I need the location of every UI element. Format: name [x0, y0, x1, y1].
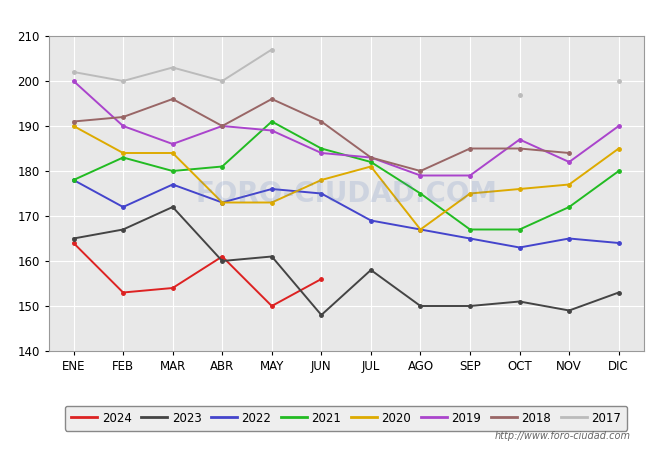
- 2022: [218, 200, 226, 205]
- Line: 2021: 2021: [72, 120, 621, 231]
- Line: 2022: 2022: [72, 178, 621, 249]
- 2023: [466, 303, 474, 309]
- 2023: [515, 299, 523, 304]
- 2024: [119, 290, 127, 295]
- 2019: [367, 155, 375, 160]
- 2019: [70, 78, 77, 84]
- 2023: [119, 227, 127, 232]
- 2020: [615, 146, 623, 151]
- 2019: [566, 159, 573, 165]
- 2023: [615, 290, 623, 295]
- 2022: [515, 245, 523, 250]
- 2018: [268, 96, 276, 102]
- 2019: [268, 128, 276, 133]
- 2020: [317, 177, 325, 183]
- 2022: [566, 236, 573, 241]
- 2018: [70, 119, 77, 124]
- 2022: [367, 218, 375, 223]
- Line: 2023: 2023: [72, 205, 621, 317]
- 2021: [70, 177, 77, 183]
- 2021: [218, 164, 226, 169]
- 2022: [615, 240, 623, 246]
- 2019: [169, 141, 177, 147]
- 2019: [615, 123, 623, 129]
- 2020: [218, 200, 226, 205]
- 2018: [515, 146, 523, 151]
- 2019: [119, 123, 127, 129]
- 2021: [169, 168, 177, 174]
- 2021: [119, 155, 127, 160]
- Text: FORO-CIUDAD.COM: FORO-CIUDAD.COM: [195, 180, 497, 207]
- 2021: [515, 227, 523, 232]
- 2018: [317, 119, 325, 124]
- 2022: [70, 177, 77, 183]
- Line: 2017: 2017: [72, 48, 274, 83]
- 2023: [218, 258, 226, 264]
- 2018: [119, 114, 127, 120]
- 2024: [218, 254, 226, 259]
- 2019: [317, 150, 325, 156]
- 2017: [119, 78, 127, 84]
- 2020: [417, 227, 424, 232]
- Line: 2018: 2018: [72, 97, 571, 173]
- 2024: [317, 276, 325, 282]
- 2022: [317, 191, 325, 196]
- 2017: [218, 78, 226, 84]
- Line: 2019: 2019: [72, 79, 621, 177]
- 2021: [466, 227, 474, 232]
- Line: 2024: 2024: [72, 241, 323, 308]
- 2019: [218, 123, 226, 129]
- 2023: [566, 308, 573, 313]
- 2018: [566, 150, 573, 156]
- 2018: [466, 146, 474, 151]
- 2022: [119, 204, 127, 210]
- 2018: [169, 96, 177, 102]
- 2022: [466, 236, 474, 241]
- 2023: [317, 312, 325, 318]
- 2023: [169, 204, 177, 210]
- 2017: [169, 65, 177, 70]
- 2017: [268, 47, 276, 52]
- 2017: [70, 69, 77, 75]
- 2020: [119, 150, 127, 156]
- 2020: [566, 182, 573, 187]
- 2021: [367, 159, 375, 165]
- 2022: [169, 182, 177, 187]
- 2021: [317, 146, 325, 151]
- 2021: [615, 168, 623, 174]
- Text: http://www.foro-ciudad.com: http://www.foro-ciudad.com: [495, 431, 630, 441]
- 2024: [268, 303, 276, 309]
- 2020: [367, 164, 375, 169]
- 2020: [268, 200, 276, 205]
- 2023: [70, 236, 77, 241]
- 2021: [417, 191, 424, 196]
- 2018: [218, 123, 226, 129]
- 2021: [566, 204, 573, 210]
- Legend: 2024, 2023, 2022, 2021, 2020, 2019, 2018, 2017: 2024, 2023, 2022, 2021, 2020, 2019, 2018…: [65, 406, 627, 431]
- 2019: [515, 137, 523, 142]
- 2023: [268, 254, 276, 259]
- 2023: [417, 303, 424, 309]
- 2024: [169, 285, 177, 291]
- 2019: [466, 173, 474, 178]
- 2020: [515, 186, 523, 192]
- 2024: [70, 240, 77, 246]
- 2020: [466, 191, 474, 196]
- 2020: [169, 150, 177, 156]
- 2018: [367, 155, 375, 160]
- 2018: [417, 168, 424, 174]
- 2022: [268, 186, 276, 192]
- Line: 2020: 2020: [72, 124, 621, 231]
- 2022: [417, 227, 424, 232]
- 2019: [417, 173, 424, 178]
- 2021: [268, 119, 276, 124]
- Text: Afiliados en Cabezas Rubias a 31/5/2024: Afiliados en Cabezas Rubias a 31/5/2024: [156, 10, 494, 28]
- 2023: [367, 267, 375, 273]
- 2020: [70, 123, 77, 129]
